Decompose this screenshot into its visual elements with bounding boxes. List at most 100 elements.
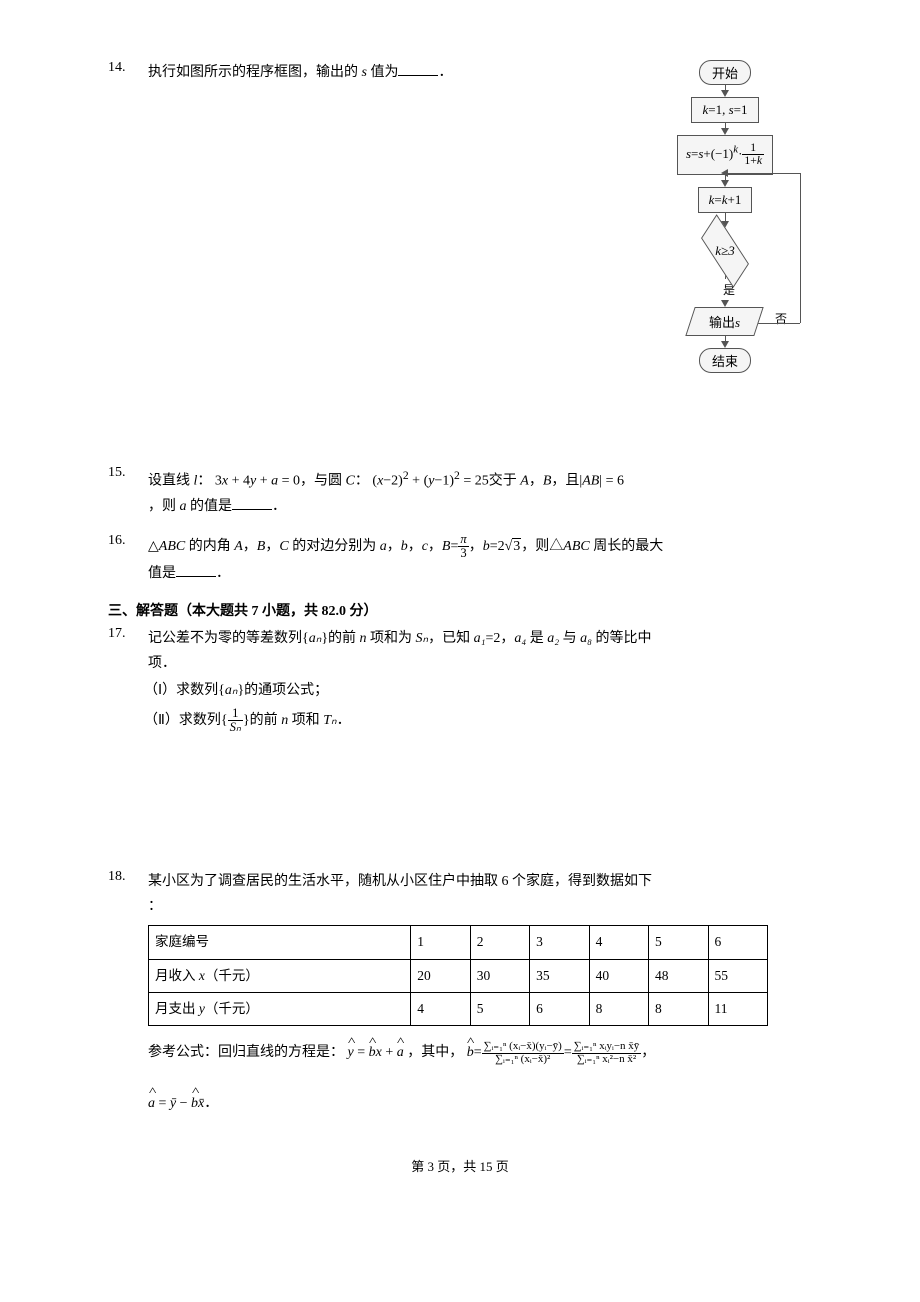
- table-cell: 月支出 y（千元）: [149, 992, 411, 1025]
- flow-connector: [725, 173, 800, 174]
- table-row: 月收入 x（千元） 20 30 35 40 48 55: [149, 959, 768, 992]
- table-row: 月支出 y（千元） 4 5 6 8 8 11: [149, 992, 768, 1025]
- var: n: [360, 631, 367, 646]
- flow-inc: k=k+1: [698, 187, 753, 213]
- var: Tₙ: [323, 713, 336, 728]
- var-a-lower: a: [180, 499, 187, 514]
- var: b: [369, 1040, 376, 1065]
- text: =: [354, 1045, 369, 1060]
- var: c: [422, 539, 428, 554]
- radicand: 3: [512, 538, 521, 554]
- text: ，且: [551, 474, 579, 489]
- var: b: [483, 539, 490, 554]
- text: （Ⅰ）求数列{: [144, 683, 225, 698]
- table-cell: 8: [649, 992, 708, 1025]
- text: }的前: [243, 713, 281, 728]
- table-row: 家庭编号 1 2 3 4 5 6: [149, 926, 768, 959]
- text: 的值是: [187, 499, 233, 514]
- table-cell: 5: [470, 992, 529, 1025]
- var: b: [191, 1091, 198, 1116]
- table-cell: 4: [411, 992, 470, 1025]
- text: 是: [526, 631, 547, 646]
- var: aₙ: [309, 631, 322, 646]
- problem-number: 18.: [108, 869, 144, 885]
- text: ：: [197, 474, 211, 489]
- den: ∑ᵢ₌₁ⁿ xᵢ²−n x̄²: [572, 1054, 642, 1066]
- text: ，则△: [521, 539, 563, 554]
- text: ，: [641, 1045, 655, 1060]
- table-cell: 6: [530, 992, 589, 1025]
- problem-17: 17. 记公差不为零的等差数列{aₙ}的前 n 项和为 Sₙ，已知 a₁=2，a…: [108, 626, 812, 735]
- flow-no-label: 否: [775, 310, 787, 327]
- flow-connector: [800, 173, 801, 323]
- period: ．: [204, 1096, 218, 1111]
- problem-number: 14.: [108, 60, 144, 76]
- text: 的对边分别为: [289, 539, 380, 554]
- var: a₈: [580, 631, 592, 646]
- var-a: A: [520, 474, 529, 489]
- text: 交于: [489, 474, 521, 489]
- table-cell: 20: [411, 959, 470, 992]
- text: ，已知: [428, 631, 474, 646]
- table-cell: 48: [649, 959, 708, 992]
- var: C: [279, 539, 288, 554]
- data-table: 家庭编号 1 2 3 4 5 6 月收入 x（千元） 20 30 35 40 4…: [148, 925, 768, 1026]
- text: 值为: [367, 65, 399, 80]
- text: 项．: [148, 656, 176, 671]
- text: 的等比中: [592, 631, 652, 646]
- sub-1: （Ⅰ）求数列{aₙ}的通项公式；: [144, 676, 812, 705]
- flow-arrow-icon: [721, 180, 729, 187]
- text: +: [382, 1045, 397, 1060]
- var: aₙ: [225, 683, 238, 698]
- table-cell: 月收入 x（千元）: [149, 959, 411, 992]
- flow-init: k=1, s=1: [691, 97, 758, 123]
- period: ．: [216, 566, 230, 581]
- text: }的前: [321, 631, 359, 646]
- text: 设直线: [148, 474, 194, 489]
- flow-end: 结束: [699, 348, 751, 373]
- problem-number: 15.: [108, 465, 144, 481]
- table-cell: 30: [470, 959, 529, 992]
- problem-text: △ABC 的内角 A，B，C 的对边分别为 a，b，c，B=π3，b=2√3，则…: [148, 533, 788, 586]
- text: 项和: [288, 713, 323, 728]
- flow-arrow-icon: [721, 341, 729, 348]
- flow-arrow-icon: [721, 90, 729, 97]
- page-footer: 第 3 页，共 15 页: [108, 1156, 812, 1175]
- flow-column: 开始 k=1, s=1 s=s+(−1)k·11+k k=k+1 k≥3 否 是…: [620, 60, 830, 373]
- num: π: [458, 533, 468, 547]
- text: 值是: [148, 566, 176, 581]
- problem-18: 18. 某小区为了调查居民的生活水平，随机从小区住户中抽取 6 个家庭，得到数据…: [108, 869, 812, 1116]
- var: a₂: [547, 631, 559, 646]
- problem-16: 16. △ABC 的内角 A，B，C 的对边分别为 a，b，c，B=π3，b=2…: [108, 533, 812, 586]
- spacer: [108, 749, 812, 869]
- text: 的内角: [185, 539, 234, 554]
- flow-arrow-icon: [721, 169, 728, 177]
- table-cell: 6: [708, 926, 768, 959]
- var: B: [442, 539, 451, 554]
- section-header: 三、解答题（本大题共 7 小题，共 82.0 分）: [108, 600, 812, 620]
- table-cell: 55: [708, 959, 768, 992]
- blank: [398, 75, 438, 76]
- blank: [176, 576, 216, 577]
- flow-output: 输出s: [686, 307, 765, 336]
- problem-text: 某小区为了调查居民的生活水平，随机从小区住户中抽取 6 个家庭，得到数据如下 ：…: [148, 869, 788, 1116]
- table-cell: 4: [589, 926, 648, 959]
- var: a: [380, 539, 387, 554]
- den: 3: [458, 547, 468, 560]
- flow-arrow-icon: [721, 300, 729, 307]
- text: ，则: [148, 499, 180, 514]
- text: ，: [529, 474, 543, 489]
- var: A: [234, 539, 243, 554]
- num: ∑ᵢ₌₁ⁿ (xᵢ−x̄)(yᵢ−ȳ): [482, 1041, 564, 1054]
- text: 记公差不为零的等差数列{: [148, 631, 309, 646]
- text: 项和为: [367, 631, 416, 646]
- text: ：: [148, 899, 162, 914]
- var: b: [467, 1040, 474, 1065]
- footer-total: 15: [480, 1159, 493, 1174]
- text: （Ⅱ）求数列{: [144, 713, 228, 728]
- table-cell: 3: [530, 926, 589, 959]
- var: Sₙ: [416, 631, 429, 646]
- var: a₄: [514, 631, 526, 646]
- text: =2，: [486, 631, 515, 646]
- var: y: [348, 1040, 354, 1065]
